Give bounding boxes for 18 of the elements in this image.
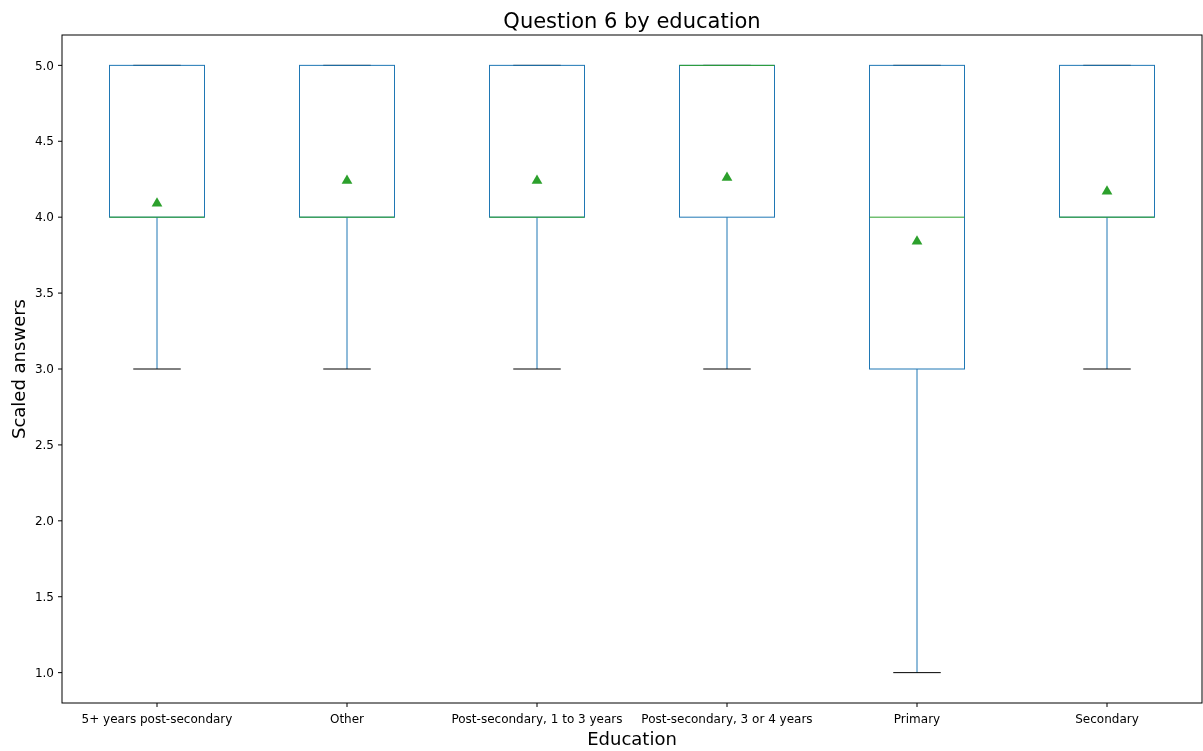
x-tick-label: Post-secondary, 3 or 4 years: [641, 712, 813, 726]
x-axis-title: Education: [587, 728, 677, 749]
y-tick-label: 3.0: [34, 362, 54, 377]
y-tick-label: 5.0: [34, 58, 54, 73]
x-tick-label: Primary: [893, 712, 941, 726]
x-tick-label: Secondary: [1075, 712, 1139, 726]
y-tick-label: 3.5: [34, 286, 54, 301]
chart-title: Question 6 by education: [503, 9, 761, 33]
x-tick-label: Post-secondary, 1 to 3 years: [451, 712, 623, 726]
y-tick-label: 2.5: [34, 438, 54, 453]
y-axis-title: Scaled answers: [8, 299, 29, 439]
y-tick-label: 4.0: [34, 210, 54, 225]
y-tick-label: 1.0: [34, 665, 54, 680]
y-tick-label: 1.5: [34, 589, 54, 604]
x-tick-label: 5+ years post-secondary: [81, 712, 233, 726]
x-tick-label: Other: [329, 712, 365, 726]
y-tick-label: 2.0: [34, 514, 54, 529]
y-tick-label: 4.5: [34, 134, 54, 149]
